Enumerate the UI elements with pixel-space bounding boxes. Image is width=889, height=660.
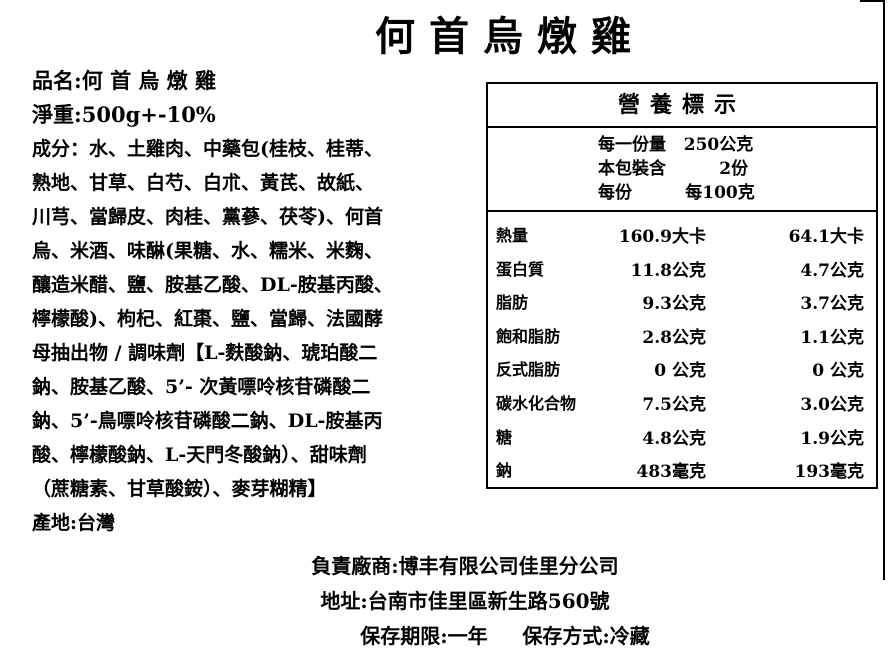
- border-line: [883, 0, 885, 580]
- nutrient-name: 糖: [496, 427, 513, 447]
- nutrition-row: 脂肪 9.3公克 3.7公克: [488, 283, 876, 317]
- manufacturer: 負責廠商:博丰有限公司佳里分公司: [311, 554, 619, 578]
- per-serving-value: 2.8公克: [642, 327, 706, 348]
- per-serving-value: 483毫克: [636, 462, 707, 483]
- net-weight: 淨重:500g+-10%: [32, 102, 216, 127]
- page-title: 何首烏燉雞: [375, 13, 645, 60]
- per-serving-value: 4.8公克: [642, 428, 706, 449]
- nutrient-name: 熱量: [496, 226, 529, 245]
- nutrition-row: 蛋白質 11.8公克 4.7公克: [488, 250, 876, 284]
- per-100g-value: 1.9公克: [800, 428, 864, 449]
- ingredients-line: 烏、米酒、味醂(果糖、水、糯米、米麴、: [32, 240, 383, 262]
- per-100g-value: 1.1公克: [800, 327, 864, 348]
- ingredients-line: 檸檬酸)、枸杞、紅棗、鹽、當歸、法國酵: [32, 308, 383, 330]
- per-serving-value: 11.8公克: [630, 260, 706, 281]
- ingredients-line: 成分：水、土雞肉、中藥包(桂枝、桂蒂、: [32, 138, 383, 160]
- per-100g-value: 193毫克: [794, 462, 865, 483]
- nutrition-row: 熱量 160.9大卡 64.1大卡: [488, 216, 876, 250]
- nutrient-name: 蛋白質: [496, 259, 545, 279]
- nutrition-row: 飽和脂肪 2.8公克 1.1公克: [488, 317, 876, 351]
- per-serving-value: 9.3公克: [642, 294, 706, 315]
- nutrition-row: 鈉 483毫克 193毫克: [488, 451, 876, 485]
- nutrition-table: 營養標示 每一份量 250公克 本包裝含 2份 每份 每100克 熱量 160.9…: [486, 82, 878, 489]
- ingredients-line: 酸、檸檬酸鈉、L-天門冬酸鈉）、甜味劑: [32, 444, 367, 466]
- serving-size: 每一份量 250公克: [598, 135, 754, 155]
- per-100g-value: 4.7公克: [800, 260, 864, 281]
- ingredients-line: 川芎、當歸皮、肉桂、黨蔘、茯苓)、何首: [32, 206, 383, 228]
- nutrition-header: 營養標示: [488, 84, 876, 128]
- per-100g-value: 0 公克: [812, 361, 864, 382]
- nutrient-name: 飽和脂肪: [496, 326, 561, 346]
- ingredients-line: 釀造米醋、鹽、胺基乙酸、DL-胺基丙酸、: [32, 274, 393, 296]
- per-serving-value: 0 公克: [654, 361, 706, 382]
- nutrient-name: 鈉: [496, 461, 513, 481]
- ingredients-line: 母抽出物 / 調味劑【L-麩酸鈉、琥珀酸二: [32, 342, 378, 364]
- serving-info: 每一份量 250公克 本包裝含 2份 每份 每100克: [488, 128, 876, 212]
- ingredients-line: （蔗糖素、甘草酸銨）、麥芽糊精】: [32, 478, 327, 500]
- ingredients-line: 熟地、甘草、白芍、白朮、黃芪、故紙、: [32, 172, 375, 194]
- ingredients-line: 鈉、胺基乙酸、5’- 次黃嘌呤核苷磷酸二: [32, 376, 371, 398]
- address: 地址:台南市佳里區新生路560號: [320, 589, 610, 613]
- product-name: 品名:何 首 烏 燉 雞: [32, 68, 216, 93]
- border-line: [860, 0, 885, 2]
- per-100g-value: 3.0公克: [800, 394, 864, 415]
- storage-info: 保存期限:一年 保存方式:冷藏: [360, 624, 650, 648]
- servings-per-package: 本包裝含 2份: [598, 159, 749, 179]
- nutrient-name: 碳水化合物: [496, 393, 577, 413]
- per-100g-value: 3.7公克: [800, 294, 864, 315]
- per-serving-value: 160.9大卡: [618, 227, 706, 247]
- nutrition-row: 反式脂肪 0 公克 0 公克: [488, 350, 876, 384]
- ingredients: 成分：水、土雞肉、中藥包(桂枝、桂蒂、 熟地、甘草、白芍、白朮、黃芪、故紙、 川芎、…: [32, 132, 482, 506]
- nutrient-name: 反式脂肪: [496, 360, 561, 380]
- per-serving-value: 7.5公克: [642, 394, 706, 415]
- product-info: 品名:何 首 烏 燉 雞 淨重:500g+-10% 成分：水、土雞肉、中藥包(桂…: [32, 64, 482, 540]
- nutrient-name: 脂肪: [496, 293, 529, 313]
- ingredients-line: 鈉、5’-鳥嘌呤核苷磷酸二鈉、DL-胺基丙: [32, 410, 383, 432]
- per-100g-value: 64.1大卡: [788, 227, 864, 247]
- nutrition-row: 糖 4.8公克 1.9公克: [488, 418, 876, 452]
- origin: 產地:台灣: [32, 512, 116, 534]
- nutrition-row: 碳水化合物 7.5公克 3.0公克: [488, 384, 876, 418]
- column-headers: 每份 每100克: [598, 183, 755, 203]
